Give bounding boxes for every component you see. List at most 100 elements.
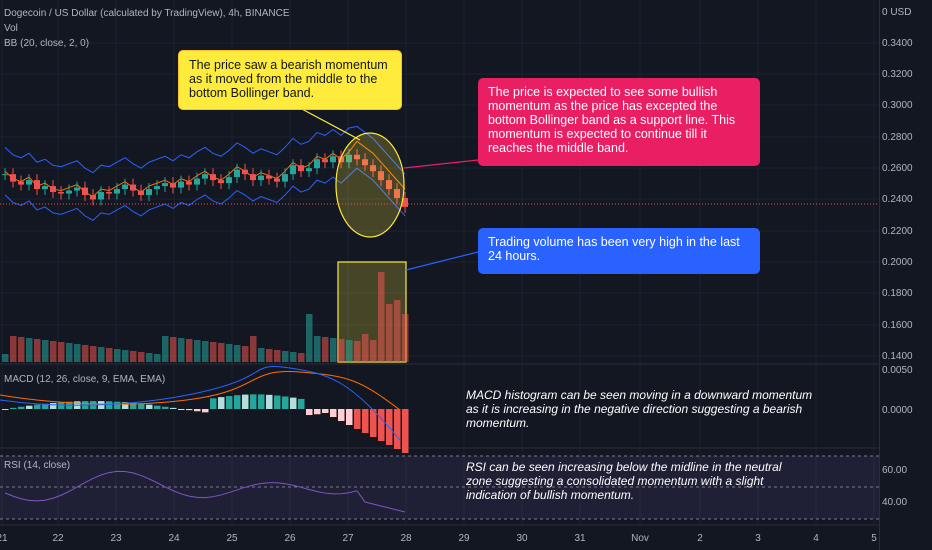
macd-histogram-bar [202, 409, 209, 413]
macd-histogram-bar [42, 403, 49, 409]
time-tick: 4 [813, 533, 819, 544]
time-tick: 28 [400, 533, 412, 544]
volume-bar [186, 339, 193, 362]
macd-histogram-bar [250, 394, 257, 409]
volume-bar [138, 352, 145, 362]
macd-histogram-bar [130, 402, 137, 409]
time-tick: 3 [755, 533, 761, 544]
macd-histogram-bar [378, 409, 385, 441]
macd-histogram-bar [266, 394, 273, 409]
price-tick: 0.2200 [882, 226, 913, 237]
candle-body [242, 169, 248, 175]
macd-histogram-bar [282, 396, 289, 409]
volume-bar [330, 338, 337, 362]
macd-histogram-bar [330, 409, 337, 417]
candle-body [146, 189, 152, 196]
time-tick: 2 [697, 533, 703, 544]
volume-bar [354, 341, 361, 362]
candle-body [354, 154, 360, 160]
volume-bar [242, 346, 249, 362]
volume-bar [74, 344, 81, 362]
volume-bar [90, 346, 97, 362]
volume-bar [322, 337, 329, 362]
volume-bar [98, 347, 105, 362]
volume-bar [122, 350, 129, 362]
volume-bar [346, 340, 353, 362]
candle-body [378, 171, 384, 181]
rsi-line [4, 470, 406, 513]
macd-histogram-bar [218, 397, 225, 409]
macd-histogram-bar [322, 409, 329, 413]
macd-histogram-bar [370, 409, 377, 437]
currency-label: 0 USD [882, 7, 912, 18]
volume-bar [42, 340, 49, 362]
price-tick: 0.3200 [882, 69, 913, 80]
price-axis[interactable]: 0 USD 0.3400 0.3200 0.3000 0.2800 0.2600… [879, 0, 932, 550]
macd-histogram-bar [50, 402, 57, 409]
volume-bar [378, 272, 385, 362]
macd-histogram-bar [2, 409, 9, 410]
volume-bar [34, 339, 41, 362]
macd-histogram-bar [122, 402, 129, 409]
volume-bar [338, 339, 345, 362]
candle-body [298, 165, 304, 172]
candle-body [34, 180, 40, 190]
volume-bar [290, 352, 297, 362]
candle-body [282, 174, 288, 182]
macd-histogram-bar [170, 407, 177, 409]
volume-bar [10, 336, 17, 362]
bullish-callout[interactable]: The price is expected to see some bullis… [478, 78, 760, 166]
volume-bar [202, 341, 209, 362]
volume-callout[interactable]: Trading volume has been very high in the… [478, 228, 760, 274]
volume-bar [170, 337, 177, 362]
candle-body [130, 184, 136, 191]
volume-bar [194, 340, 201, 362]
candle-body [346, 154, 352, 163]
macd-histogram-bar [362, 409, 369, 433]
candle-body [66, 190, 72, 194]
volume-bar [386, 304, 393, 362]
candle-body [290, 165, 296, 175]
macd-histogram-bar [290, 397, 297, 409]
volume-bar [154, 354, 161, 362]
price-tick: 0.3000 [882, 100, 913, 111]
macd-histogram-bar [402, 409, 409, 453]
volume-bar [82, 345, 89, 362]
macd-histogram-bar [162, 406, 169, 409]
candle-body [258, 175, 264, 181]
bearish-callout[interactable]: The price saw a bearish momentum as it m… [178, 50, 402, 110]
candle-body [322, 159, 328, 163]
volume-legend[interactable]: Vol [4, 23, 18, 34]
macd-histogram-bar [154, 405, 161, 409]
price-tick: 0.1800 [882, 288, 913, 299]
time-tick: Nov [631, 533, 649, 544]
macd-histogram-bar [138, 403, 145, 409]
macd-histogram-bar [210, 398, 217, 409]
macd-histogram-bar [106, 401, 113, 409]
price-tick: 0.2800 [882, 132, 913, 143]
chart-canvas[interactable] [0, 0, 880, 550]
macd-histogram-bar [234, 395, 241, 409]
candle-body [26, 180, 32, 185]
candle-body [90, 195, 96, 200]
bollinger-legend[interactable]: BB (20, close, 2, 0) [4, 38, 90, 49]
candle-body [178, 181, 184, 188]
candle-body [202, 174, 208, 179]
volume-bar [66, 343, 73, 362]
candle-body [58, 192, 64, 194]
bollinger-upper-band [4, 125, 406, 175]
candle-body [138, 190, 144, 196]
symbol-legend[interactable]: Dogecoin / US Dollar (calculated by Trad… [4, 8, 290, 19]
rsi-tick: 60.00 [882, 465, 908, 476]
macd-legend[interactable]: MACD (12, 26, close, 9, EMA, EMA) [4, 374, 166, 385]
time-tick: 25 [226, 533, 238, 544]
rsi-tick: 40.00 [882, 497, 908, 508]
candle-body [330, 156, 336, 163]
volume-bar [226, 344, 233, 362]
rsi-legend[interactable]: RSI (14, close) [4, 460, 71, 471]
volume-bar [2, 354, 9, 362]
time-tick: 5 [871, 533, 877, 544]
candle-body [194, 178, 200, 185]
macd-histogram-bar [194, 409, 201, 412]
volume-bar [106, 348, 113, 362]
